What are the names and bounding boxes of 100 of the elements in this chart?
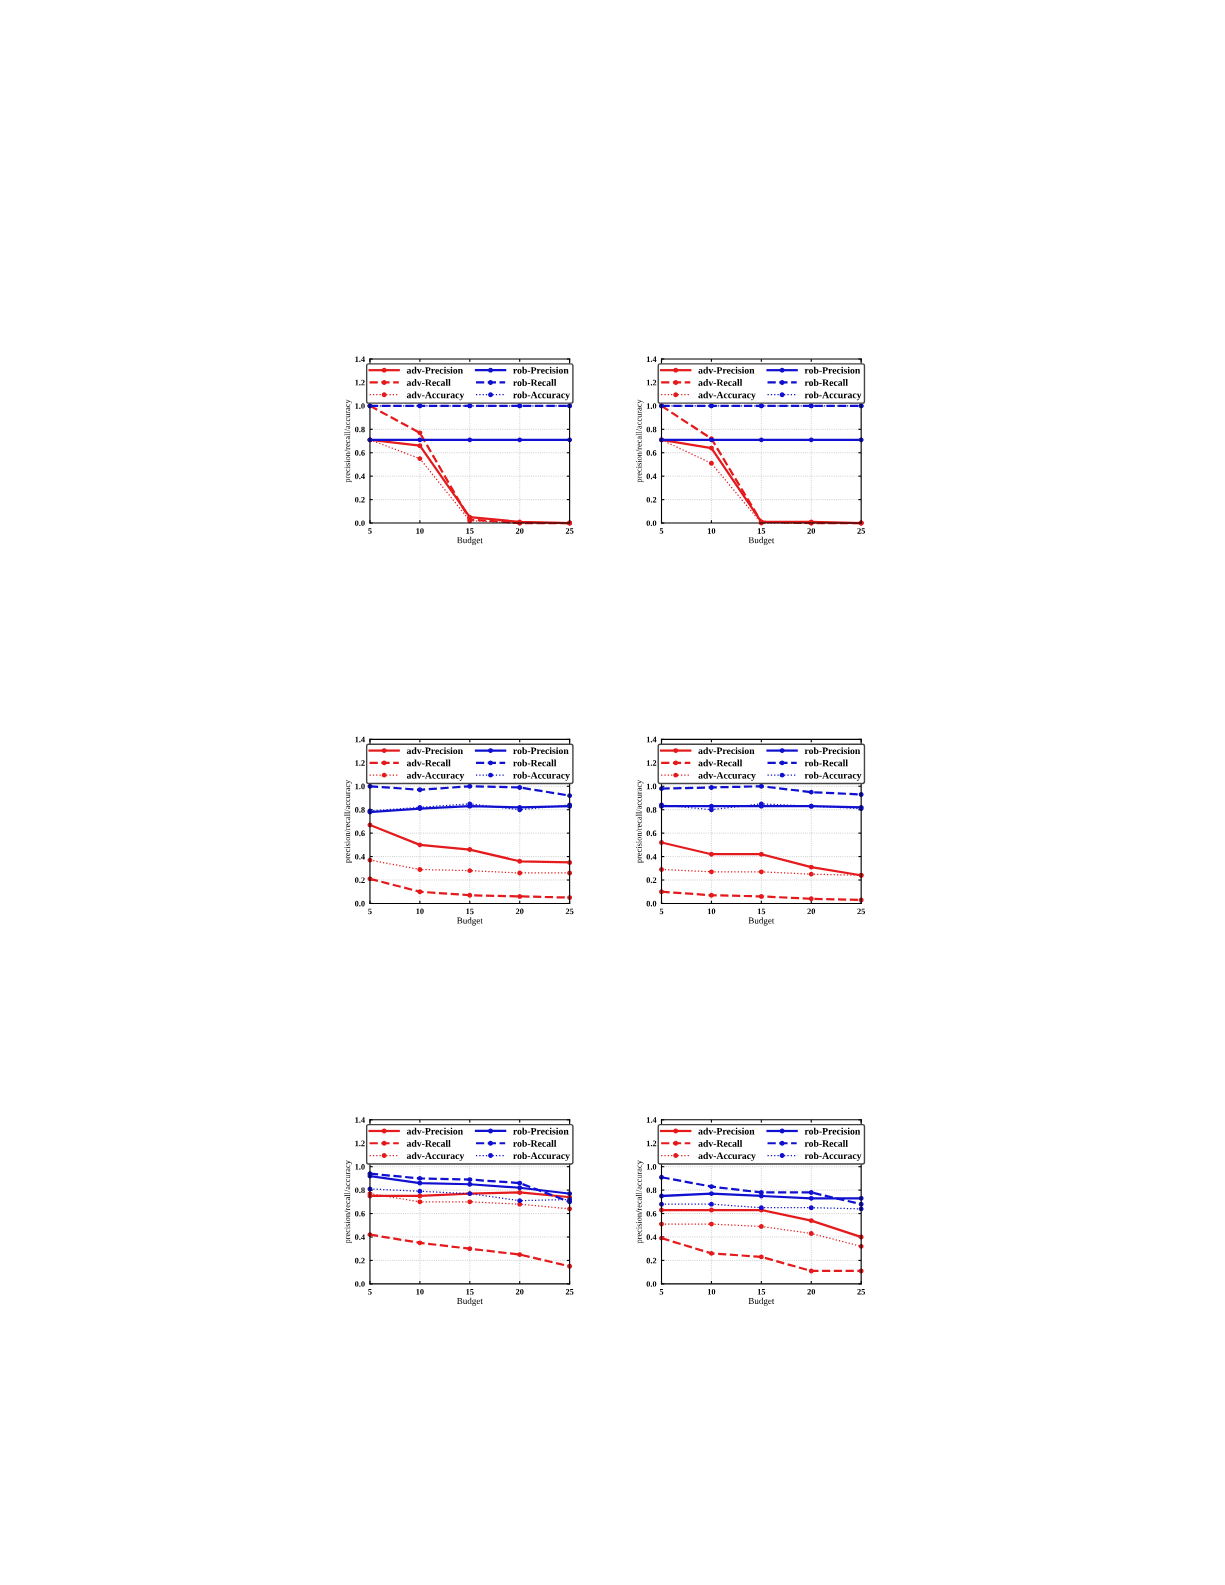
legend-label: rob-Precision bbox=[513, 1127, 569, 1135]
y-tick-label: 0.0 bbox=[646, 900, 657, 907]
x-tick-label: 5 bbox=[659, 908, 664, 915]
x-tick-label: 25 bbox=[565, 1288, 574, 1295]
x-tick-label: 10 bbox=[707, 1288, 716, 1295]
x-axis-title: Budget bbox=[748, 1297, 775, 1306]
x-tick-label: 25 bbox=[857, 908, 866, 915]
y-tick-label: 1.4 bbox=[646, 356, 657, 363]
y-tick-label: 1.4 bbox=[355, 356, 365, 363]
y-tick-label: 1.0 bbox=[646, 403, 657, 409]
x-tick-label: 15 bbox=[466, 908, 474, 915]
y-tick-label: 1.0 bbox=[355, 403, 365, 409]
y-tick-label: 1.4 bbox=[646, 736, 657, 743]
x-tick-label: 10 bbox=[416, 1288, 424, 1295]
y-tick-label: 1.4 bbox=[355, 736, 365, 743]
x-tick-label: 25 bbox=[857, 1288, 866, 1295]
y-tick-label: 1.2 bbox=[646, 379, 657, 386]
y-tick-label: 0.6 bbox=[646, 1210, 657, 1217]
y-tick-label: 0.6 bbox=[646, 450, 657, 456]
x-axis-title: Budget bbox=[457, 917, 483, 926]
legend-label: adv-Precision bbox=[698, 1127, 755, 1135]
legend-label: adv-Accuracy bbox=[698, 771, 756, 781]
y-tick-label: 0.4 bbox=[646, 473, 657, 480]
legend-label: adv-Recall bbox=[406, 1139, 451, 1147]
legend-label: rob-Recall bbox=[804, 1139, 848, 1147]
x-axis-title: Budget bbox=[457, 1297, 483, 1306]
x-tick-label: 10 bbox=[416, 528, 424, 534]
x-tick-label: 20 bbox=[515, 1288, 524, 1295]
legend-label: rob-Precision bbox=[513, 747, 569, 755]
legend-label: adv-Accuracy bbox=[406, 771, 465, 781]
x-tick-label: 20 bbox=[807, 908, 816, 915]
x-tick-label: 20 bbox=[515, 528, 524, 534]
legend-label: rob-Precision bbox=[513, 366, 569, 374]
y-tick-label: 0.8 bbox=[646, 1187, 657, 1194]
x-tick-label: 20 bbox=[807, 1288, 816, 1295]
y-tick-label: 0.0 bbox=[646, 1281, 657, 1287]
y-tick-label: 0.0 bbox=[354, 900, 365, 907]
x-tick-label: 5 bbox=[368, 1289, 372, 1295]
legend-label: rob-Recall bbox=[513, 759, 557, 767]
y-tick-label: 1.0 bbox=[646, 783, 657, 790]
y-tick-label: 1.2 bbox=[355, 1140, 365, 1147]
x-tick-label: 15 bbox=[757, 908, 766, 915]
y-tick-label: 0.0 bbox=[646, 520, 657, 527]
y-tick-label: 1.0 bbox=[646, 1164, 657, 1170]
x-tick-label: 25 bbox=[857, 528, 866, 534]
x-tick-label: 10 bbox=[707, 528, 716, 534]
y-tick-label: 0.8 bbox=[354, 807, 365, 813]
legend-label: adv-Precision bbox=[698, 747, 755, 755]
y-tick-label: 0.4 bbox=[646, 853, 657, 860]
legend-label: rob-Accuracy bbox=[804, 391, 862, 401]
x-axis-title: Budget bbox=[457, 536, 483, 546]
y-axis-title: precision/recall/accuracy bbox=[344, 1160, 352, 1244]
x-tick-label: 10 bbox=[707, 908, 716, 915]
legend-label: adv-Accuracy bbox=[406, 1152, 465, 1162]
x-tick-label: 5 bbox=[659, 1289, 664, 1295]
y-tick-label: 1.0 bbox=[355, 1164, 365, 1170]
y-tick-label: 1.0 bbox=[355, 783, 365, 790]
legend-label: adv-Accuracy bbox=[406, 391, 465, 401]
legend-label: rob-Precision bbox=[804, 747, 861, 755]
y-tick-label: 1.4 bbox=[355, 1117, 365, 1123]
y-axis-title: precision/recall/accuracy bbox=[344, 779, 352, 863]
legend-label: rob-Recall bbox=[804, 379, 848, 386]
y-tick-label: 0.0 bbox=[354, 1281, 365, 1287]
x-tick-label: 25 bbox=[565, 908, 574, 915]
y-tick-label: 0.2 bbox=[354, 1257, 365, 1264]
x-tick-label: 10 bbox=[416, 908, 424, 915]
y-axis-title: precision/recall/accuracy bbox=[635, 779, 644, 863]
legend-label: rob-Accuracy bbox=[513, 391, 570, 401]
y-tick-label: 0.2 bbox=[646, 496, 657, 503]
legend-label: adv-Recall bbox=[698, 379, 743, 386]
y-tick-label: 0.0 bbox=[354, 520, 365, 527]
legend-label: rob-Recall bbox=[513, 379, 557, 386]
x-axis-title: Budget bbox=[748, 917, 775, 926]
x-tick-label: 5 bbox=[368, 528, 372, 534]
x-tick-label: 20 bbox=[515, 908, 524, 915]
legend-label: adv-Precision bbox=[406, 366, 463, 374]
legend-label: adv-Accuracy bbox=[698, 391, 756, 401]
x-tick-label: 15 bbox=[757, 528, 766, 534]
y-tick-label: 0.2 bbox=[646, 877, 657, 884]
legend-label: rob-Recall bbox=[513, 1139, 557, 1147]
y-tick-label: 1.2 bbox=[646, 760, 657, 766]
legend-label: rob-Recall bbox=[804, 759, 848, 767]
x-axis-title: Budget bbox=[748, 536, 775, 546]
y-axis-title: precision/recall/accuracy bbox=[635, 1160, 644, 1244]
y-tick-label: 0.6 bbox=[646, 830, 657, 837]
y-tick-label: 0.6 bbox=[354, 830, 365, 837]
y-axis-title: precision/recall/accuracy bbox=[344, 399, 352, 483]
y-tick-label: 0.4 bbox=[354, 853, 365, 860]
y-tick-label: 1.2 bbox=[646, 1140, 657, 1147]
legend-label: rob-Accuracy bbox=[513, 1152, 570, 1162]
legend-label: adv-Recall bbox=[406, 379, 451, 386]
legend-label: adv-Accuracy bbox=[698, 1152, 756, 1162]
x-tick-label: 5 bbox=[368, 908, 372, 915]
y-tick-label: 0.4 bbox=[646, 1234, 657, 1240]
y-tick-label: 0.8 bbox=[646, 426, 657, 433]
y-tick-label: 0.6 bbox=[354, 450, 365, 456]
y-tick-label: 0.4 bbox=[354, 1234, 365, 1240]
legend-label: rob-Accuracy bbox=[804, 1152, 862, 1162]
y-tick-label: 0.6 bbox=[354, 1210, 365, 1217]
y-tick-label: 1.2 bbox=[355, 760, 365, 766]
